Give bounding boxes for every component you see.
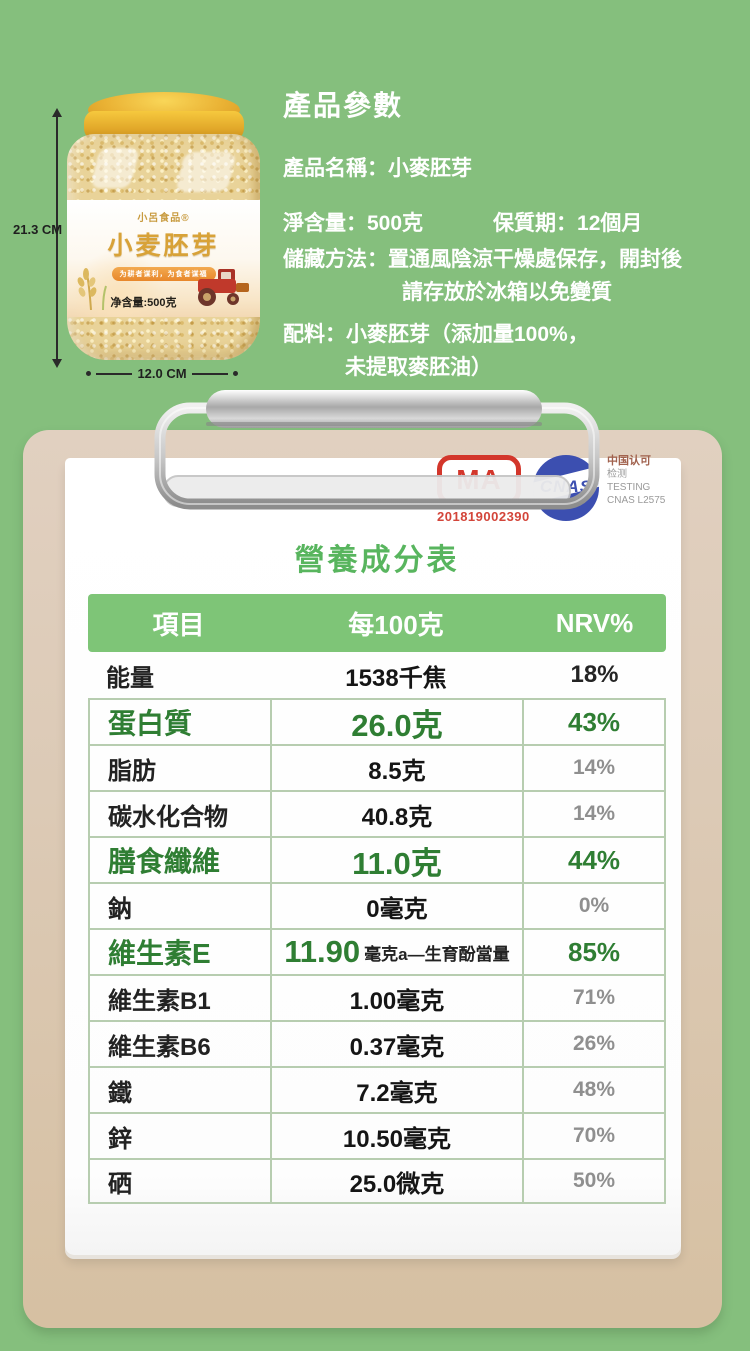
row-name: 能量: [106, 664, 154, 692]
row-nrv: 0%: [522, 884, 664, 928]
row-value: 11.0克: [269, 838, 522, 882]
section-title: 產品參數: [283, 90, 404, 121]
row-value: 10.50毫克: [269, 1114, 522, 1158]
row-nrv: 70%: [522, 1114, 664, 1158]
dimension-line: [96, 372, 133, 375]
dimension-dot: [233, 371, 239, 376]
clipboard-clip-icon: [154, 390, 600, 510]
width-dimension-label: 12.0 CM: [137, 366, 187, 381]
jar-brand-text: 小呂食品®: [137, 213, 190, 224]
jar-label: 小呂食品® 小麦胚芽 为耕者谋利，为食者谋福 净含量:500克: [67, 200, 260, 317]
cert-line: 检测: [607, 469, 627, 480]
table-row-vitamin-e: 維生素E 11.90 毫克a—生育酚當量 85%: [88, 928, 666, 974]
width-dimension-line: 12.0 CM: [86, 366, 239, 381]
row-nrv: 71%: [522, 976, 664, 1020]
nutrition-table-title: 營養成分表: [294, 544, 460, 577]
row-name: 硒: [108, 1170, 132, 1198]
row-value: 8.5克: [269, 746, 522, 790]
storage-paragraph: 儲藏方法：置通風陰涼干燥處保存，開封後 請存放於冰箱以免變質: [283, 243, 731, 309]
table-row-vitamin-b1: 維生素B1 1.00毫克 71%: [88, 974, 666, 1020]
row-nrv: 18%: [570, 661, 619, 688]
table-row-sodium: 鈉 0毫克 0%: [88, 882, 666, 928]
row-name: 維生素B1: [108, 987, 211, 1015]
cert-line: CNAS L2575: [607, 495, 666, 506]
row-value: 11.90 毫克a—生育酚當量: [269, 930, 522, 974]
row-name: 維生素B6: [108, 1033, 211, 1061]
tractor-icon: [192, 266, 254, 313]
table-row-dietary-fiber: 膳食纖維 11.0克 44%: [88, 836, 666, 882]
row-value: 25.0微克: [269, 1160, 522, 1202]
row-value-unit: 毫克a—生育酚當量: [364, 944, 510, 964]
cert-line: 中国认可: [607, 455, 651, 467]
row-name: 維生素E: [108, 938, 211, 969]
row-nrv: 44%: [522, 838, 664, 882]
ingredients-line-1: 配料：小麥胚芽（添加量100%，: [283, 323, 589, 346]
row-nrv: 26%: [522, 1022, 664, 1066]
cma-number: 201819002390: [437, 509, 530, 524]
dimension-dot: [86, 371, 91, 376]
row-value-number: 11.90: [284, 934, 361, 969]
row-name: 鐵: [108, 1079, 132, 1107]
row-name: 脂肪: [108, 757, 156, 785]
storage-line-2: 請存放於冰箱以免變質: [402, 281, 612, 304]
table-row-protein: 蛋白質 26.0克 43%: [88, 698, 666, 744]
row-nrv: 43%: [522, 700, 664, 744]
row-name: 鋅: [108, 1125, 132, 1153]
jar-slogan-banner: 为耕者谋利，为食者谋福: [111, 267, 216, 281]
shelf-life-text: 保質期：12個月: [493, 212, 643, 235]
wheat-stalk-icon: [75, 266, 109, 315]
row-value: 1538千焦: [345, 664, 447, 692]
nutrition-table-header: 項目 每100克 NRV%: [88, 594, 666, 652]
header-per100g: 每100克: [348, 609, 444, 640]
clipboard-paper: [65, 458, 681, 1255]
jar-product-name: 小麦胚芽: [107, 232, 220, 260]
product-parameters-block: 產品參數 產品名稱：小麥胚芽 淨含量：500克 保質期：12個月 儲藏方法：置通風…: [283, 84, 731, 384]
header-item: 項目: [152, 609, 205, 640]
row-name: 碳水化合物: [108, 803, 228, 831]
table-row-selenium: 硒 25.0微克 50%: [88, 1158, 666, 1204]
table-row-energy: 能量 1538千焦 18%: [88, 652, 666, 698]
table-row-carbohydrate: 碳水化合物 40.8克 14%: [88, 790, 666, 836]
row-name: 膳食纖維: [108, 846, 221, 877]
table-row-fat: 脂肪 8.5克 14%: [88, 744, 666, 790]
row-name: 蛋白質: [108, 708, 193, 739]
ingredients-line-2: 未提取麥胚油）: [345, 356, 492, 379]
cert-line: TESTING: [607, 482, 651, 493]
row-value: 7.2毫克: [269, 1068, 522, 1112]
row-nrv: 48%: [522, 1068, 664, 1112]
row-value: 40.8克: [269, 792, 522, 836]
cnas-accreditation-text: 中国认可 检测 TESTING CNAS L2575: [607, 455, 687, 507]
row-value: 1.00毫克: [269, 976, 522, 1020]
row-name: 鈉: [108, 895, 132, 923]
dimension-line: [191, 372, 229, 375]
height-dimension-line: [52, 108, 62, 368]
table-row-iron: 鐵 7.2毫克 48%: [88, 1066, 666, 1112]
row-nrv: 85%: [522, 930, 664, 974]
nutrition-table: 項目 每100克 NRV% 能量 1538千焦 18% 蛋白質 26.0克 43…: [88, 594, 666, 1204]
table-row-zinc: 鋅 10.50毫克 70%: [88, 1112, 666, 1158]
table-row-vitamin-b6: 維生素B6 0.37毫克 26%: [88, 1020, 666, 1066]
ingredients-paragraph: 配料：小麥胚芽（添加量100%， 未提取麥胚油）: [283, 318, 731, 384]
jar-net-weight: 净含量:500克: [110, 297, 177, 309]
product-name-line: 產品名稱：小麥胚芽: [283, 157, 472, 180]
row-value: 26.0克: [269, 700, 522, 744]
row-nrv: 14%: [522, 746, 664, 790]
net-shelf-line: 淨含量：500克 保質期：12個月: [283, 207, 731, 240]
row-value: 0.37毫克: [269, 1022, 522, 1066]
storage-line-1: 儲藏方法：置通風陰涼干燥處保存，開封後: [283, 248, 682, 271]
height-dimension-label: 21.3 CM: [13, 222, 63, 237]
label-sun-decoration: [71, 249, 167, 317]
net-content-text: 淨含量：500克: [283, 212, 424, 235]
row-nrv: 14%: [522, 792, 664, 836]
row-value: 0毫克: [269, 884, 522, 928]
row-nrv: 50%: [522, 1160, 664, 1202]
header-nrv: NRV%: [555, 607, 634, 638]
